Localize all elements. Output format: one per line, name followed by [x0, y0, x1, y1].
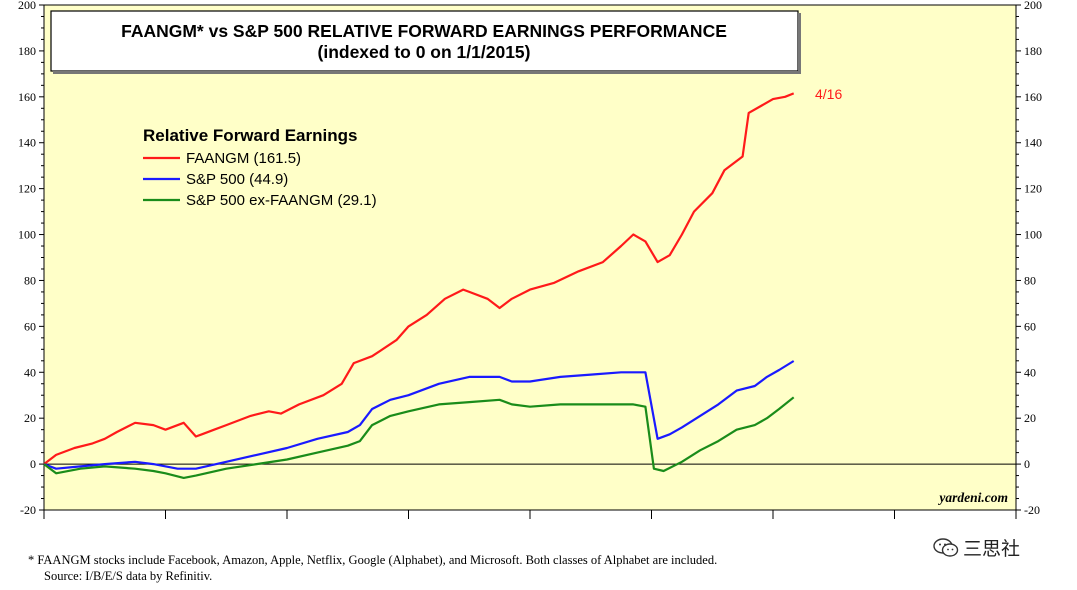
- wechat-icon: [933, 537, 959, 557]
- y-tick-label-right: 160: [1024, 90, 1042, 104]
- x-axis: 2015 2016 2017 2018 2019 2020 2021 2022: [43, 510, 1017, 520]
- y-tick-label-right: 180: [1024, 44, 1042, 58]
- y-tick-label-left: 60: [24, 319, 36, 333]
- footnote-line-1: * FAANGM stocks include Facebook, Amazon…: [28, 553, 718, 567]
- y-tick-label-right: 20: [1024, 411, 1036, 425]
- end-date-label: 4/16: [815, 86, 842, 102]
- y-tick-label-right: -20: [1024, 503, 1040, 517]
- y-tick-label-left: 20: [24, 411, 36, 425]
- y-tick-label-left: 40: [24, 365, 36, 379]
- y-tick-label-left: 100: [18, 228, 36, 242]
- source-watermark: yardeni.com: [937, 490, 1008, 505]
- series-line-1: [43, 360, 795, 470]
- y-tick-label-right: 140: [1024, 136, 1042, 150]
- y-tick-label-left: 80: [24, 273, 36, 287]
- footnote-line-2: Source: I/B/E/S data by Refinitiv.: [44, 569, 213, 583]
- plot-background: [43, 4, 1017, 511]
- x-tick-label: 2015: [92, 519, 117, 520]
- x-tick-label: 2019: [578, 519, 603, 520]
- y-tick-label-right: 120: [1024, 182, 1042, 196]
- y-tick-label-left: 140: [18, 136, 36, 150]
- y-tick-label-left: -20: [20, 503, 36, 517]
- title-box-shadow: [53, 71, 800, 74]
- series-line-0: [43, 92, 795, 465]
- y-tick-label-right: 80: [1024, 273, 1036, 287]
- legend-label-1: S&P 500 (44.9): [186, 171, 288, 188]
- y-tick-label-left: 200: [18, 0, 36, 12]
- watermark-text: 三思社: [963, 538, 1021, 560]
- x-tick-label: 2016: [214, 519, 239, 520]
- y-tick-label-right: 60: [1024, 319, 1036, 333]
- legend-label-2: S&P 500 ex-FAANGM (29.1): [186, 192, 377, 209]
- y-tick-label-right: 40: [1024, 365, 1036, 379]
- y-tick-label-left: 160: [18, 90, 36, 104]
- legend: FAANGM (161.5) S&P 500 (44.9) S&P 500 ex-F…: [143, 150, 377, 209]
- chart-subtitle: (indexed to 0 on 1/1/2015): [318, 42, 531, 62]
- x-tick-label: 2020: [700, 519, 725, 520]
- y-tick-label-left: 180: [18, 44, 36, 58]
- chart-title: FAANGM* vs S&P 500 RELATIVE FORWARD EARN…: [121, 21, 727, 41]
- legend-label-0: FAANGM (161.5): [186, 150, 301, 167]
- x-tick-label: 2017: [335, 519, 360, 520]
- overlay-watermark: 三思社: [933, 534, 1020, 561]
- y-tick-label-right: 0: [1024, 457, 1030, 471]
- y-axis-left: -20 0 20 40 60 80 100 120 140 160 180 200: [18, 0, 44, 517]
- y-tick-label-left: 120: [18, 182, 36, 196]
- legend-title: Relative Forward Earnings: [143, 126, 357, 145]
- y-axis-right: -20 0 20 40 60 80 100 120 140 160 180 200: [1016, 0, 1042, 517]
- title-box-shadow-side: [798, 13, 801, 74]
- series-line-2: [43, 396, 795, 479]
- y-tick-label-left: 0: [30, 457, 36, 471]
- x-tick-label: 2018: [457, 519, 482, 520]
- y-tick-label-right: 200: [1024, 0, 1042, 12]
- chart: -20 0 20 40 60 80 100 120 140 160 180 200 -20 0 20 40 6…: [18, 0, 1042, 520]
- y-tick-label-right: 100: [1024, 228, 1042, 242]
- title-box: [50, 10, 799, 72]
- x-tick-label: 2021: [821, 519, 846, 520]
- x-tick-label: 2022: [943, 519, 968, 520]
